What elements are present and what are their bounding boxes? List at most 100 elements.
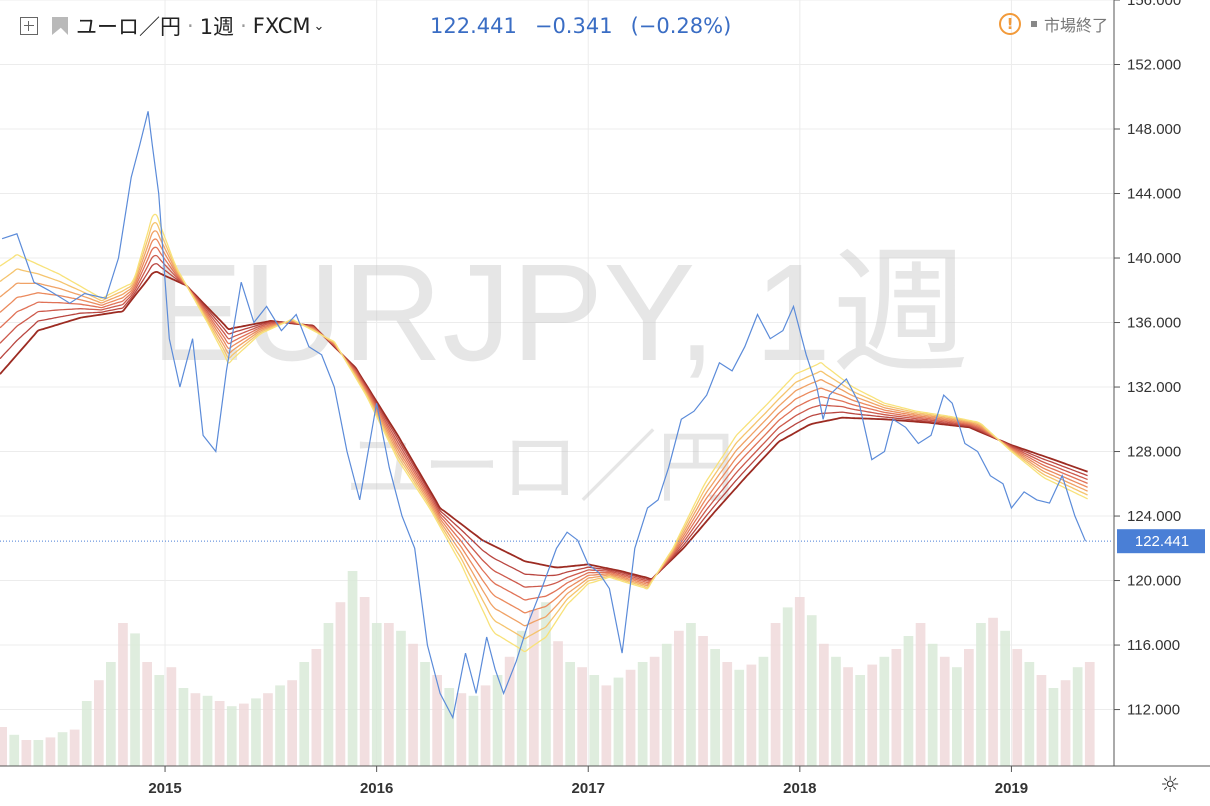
volume-bar xyxy=(722,662,733,766)
volume-bar xyxy=(21,740,32,766)
volume-bar xyxy=(734,669,745,766)
volume-bar xyxy=(782,607,793,766)
chevron-down-icon[interactable]: ⌄ xyxy=(313,18,325,34)
x-tick-label: 2019 xyxy=(995,780,1028,797)
y-tick-label: 120.000 xyxy=(1127,573,1181,590)
price-line xyxy=(1,111,1087,720)
volume-bar xyxy=(335,602,346,766)
volume-bar xyxy=(577,667,587,766)
volume-bar xyxy=(1012,649,1023,766)
volume-bar xyxy=(202,695,213,766)
volume-bar xyxy=(81,701,92,766)
volume-bar xyxy=(553,641,563,766)
volume-bar xyxy=(637,662,648,766)
volume-bar xyxy=(903,636,914,766)
ma-line xyxy=(0,213,1088,653)
ma-line xyxy=(0,263,1088,581)
volume-bar xyxy=(831,656,841,766)
volume-bar xyxy=(118,623,128,766)
volume-bar xyxy=(867,664,878,766)
y-tick-label: 124.000 xyxy=(1127,508,1181,525)
volume-bar xyxy=(444,688,455,766)
flag-icon[interactable] xyxy=(52,17,68,35)
market-status-text: 市場終了 xyxy=(1043,16,1108,35)
volume-bar xyxy=(142,662,152,766)
y-tick-label: 156.000 xyxy=(1127,0,1181,9)
symbol-name[interactable]: ユーロ／円 xyxy=(76,15,181,39)
separator-dot: · xyxy=(240,14,247,38)
volume-bar xyxy=(855,675,865,766)
settings-gear-icon[interactable]: ☼ xyxy=(1160,773,1180,798)
chart-header: ユーロ／円 · 1週 · FXCM ⌄ xyxy=(20,8,324,44)
volume-bar xyxy=(879,656,890,766)
volume-bar xyxy=(384,623,394,766)
volume-bar xyxy=(1060,680,1071,766)
volume-bar xyxy=(1072,667,1083,766)
volume-bar xyxy=(130,633,140,766)
volume-bar xyxy=(939,656,950,766)
volume-bar xyxy=(710,649,720,766)
moving-average-ribbon xyxy=(0,213,1088,653)
volume-bar xyxy=(275,685,285,766)
volume-bar xyxy=(770,623,781,766)
volume-bar xyxy=(45,737,56,766)
volume-bar xyxy=(806,615,817,766)
volume-bar xyxy=(529,610,539,766)
price-change-percent: (−0.28%) xyxy=(630,14,732,38)
volume-bar xyxy=(371,623,382,766)
volume-bar xyxy=(516,630,527,766)
volume-bar xyxy=(359,597,370,766)
volume-bar xyxy=(1036,675,1047,766)
price-quote: 122.441 −0.341 (−0.28%) xyxy=(430,8,749,44)
last-price-value: 122.441 xyxy=(1135,533,1189,550)
x-tick-label: 2017 xyxy=(572,780,605,797)
volume-bar xyxy=(214,701,225,766)
volume-bar xyxy=(492,675,503,766)
volume-bar xyxy=(758,656,769,766)
volume-bars xyxy=(0,571,1095,766)
volume-bar xyxy=(1000,630,1010,766)
y-tick-label: 136.000 xyxy=(1127,315,1181,332)
y-tick-label: 140.000 xyxy=(1127,250,1181,267)
volume-bar xyxy=(1048,688,1059,766)
volume-bar xyxy=(468,695,479,766)
y-axis: 112.000 116.000 120.000 124.000 128.000 132.0… xyxy=(1114,0,1181,719)
volume-bar xyxy=(891,649,902,766)
add-compare-icon[interactable] xyxy=(20,17,38,35)
volume-bar xyxy=(57,732,68,766)
volume-bar xyxy=(323,623,334,766)
volume-bar xyxy=(33,740,44,766)
warning-icon[interactable]: ! xyxy=(998,13,1021,35)
volume-bar xyxy=(251,698,261,766)
separator-dot: · xyxy=(187,14,194,38)
interval-label[interactable]: 1週 xyxy=(199,15,235,39)
y-tick-label: 148.000 xyxy=(1127,121,1181,138)
volume-bar xyxy=(686,623,696,766)
volume-bar xyxy=(661,643,672,766)
volume-bar xyxy=(843,667,853,766)
volume-bar xyxy=(613,677,624,766)
volume-bar xyxy=(964,649,974,766)
volume-bar xyxy=(541,602,551,766)
x-tick-label: 2016 xyxy=(360,780,393,797)
volume-bar xyxy=(69,729,80,766)
last-price-label: 122.441 xyxy=(1117,529,1205,554)
x-tick-label: 2015 xyxy=(148,780,181,797)
volume-bar xyxy=(287,680,297,766)
volume-bar xyxy=(299,662,310,766)
volume-bar xyxy=(226,706,237,766)
volume-bar xyxy=(674,630,684,766)
exchange-label[interactable]: FXCM xyxy=(252,14,311,38)
volume-bar xyxy=(9,734,20,766)
volume-bar xyxy=(698,636,708,766)
volume-bar xyxy=(0,727,7,766)
y-tick-label: 128.000 xyxy=(1127,444,1181,461)
y-tick-label: 116.000 xyxy=(1127,637,1180,654)
volume-bar xyxy=(1024,662,1035,766)
volume-bar xyxy=(166,667,177,766)
volume-bar xyxy=(94,680,104,766)
volume-bar xyxy=(746,664,757,766)
volume-bar xyxy=(504,656,515,766)
x-axis: 2015 2016 2017 2018 2019 xyxy=(148,766,1028,797)
